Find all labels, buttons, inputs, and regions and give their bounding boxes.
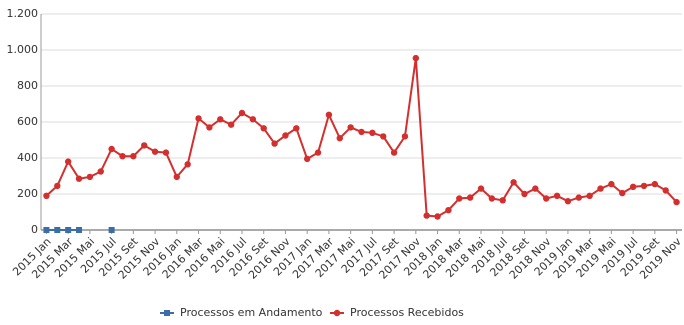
y-tick-label: 1.200	[7, 7, 39, 20]
point	[314, 149, 322, 156]
y-tick-label: 1.000	[7, 43, 39, 56]
point	[347, 124, 354, 131]
point	[173, 173, 181, 181]
point	[673, 198, 680, 206]
point	[141, 142, 148, 149]
point	[380, 133, 387, 140]
point	[227, 121, 235, 128]
point	[553, 192, 561, 199]
point	[564, 198, 572, 205]
y-tick-label: 600	[17, 115, 38, 128]
point	[597, 185, 604, 192]
point	[412, 54, 420, 62]
y-tick-label: 400	[17, 151, 38, 164]
point	[532, 185, 539, 192]
point	[542, 195, 550, 202]
point	[108, 145, 115, 153]
point	[662, 187, 669, 194]
y-tick-label: 200	[17, 187, 38, 200]
point	[401, 133, 409, 140]
point	[195, 115, 202, 122]
point	[130, 153, 137, 160]
legend-label: Processos Recebidos	[350, 306, 464, 319]
point	[119, 153, 126, 160]
point	[54, 227, 61, 233]
point	[54, 182, 61, 190]
point	[390, 149, 398, 156]
point	[456, 195, 463, 202]
point	[151, 148, 159, 155]
legend-marker	[333, 309, 341, 317]
point	[619, 189, 626, 197]
point	[293, 125, 300, 132]
point	[76, 227, 83, 233]
point	[336, 135, 343, 142]
point	[162, 149, 170, 156]
point	[608, 180, 615, 188]
point	[358, 128, 365, 136]
legend-label: Processos em Andamento	[180, 306, 323, 319]
point	[282, 132, 289, 139]
point	[65, 227, 72, 233]
point	[206, 124, 213, 131]
point	[434, 213, 441, 220]
point	[510, 179, 517, 186]
point	[629, 183, 637, 190]
point	[477, 185, 485, 192]
point	[466, 194, 474, 201]
point	[217, 116, 224, 123]
point	[238, 109, 246, 117]
point	[64, 158, 72, 165]
point	[423, 212, 430, 219]
point	[75, 175, 83, 182]
point	[184, 161, 191, 168]
point	[586, 192, 593, 199]
point	[325, 111, 333, 119]
point	[575, 194, 582, 201]
y-tick-label: 800	[17, 79, 38, 92]
point	[43, 227, 50, 233]
point	[271, 140, 278, 147]
point	[651, 180, 659, 188]
point	[499, 197, 506, 204]
point	[640, 182, 648, 190]
point	[260, 125, 267, 132]
point	[97, 168, 104, 175]
point	[43, 192, 50, 199]
series-line	[45, 57, 678, 218]
point	[303, 155, 311, 163]
point	[249, 116, 257, 123]
point	[108, 227, 115, 233]
point	[369, 129, 376, 136]
y-tick-label: 0	[31, 223, 38, 236]
legend-marker	[164, 310, 170, 316]
point	[445, 207, 452, 214]
point	[521, 190, 528, 198]
point	[86, 173, 94, 181]
point	[488, 195, 496, 202]
